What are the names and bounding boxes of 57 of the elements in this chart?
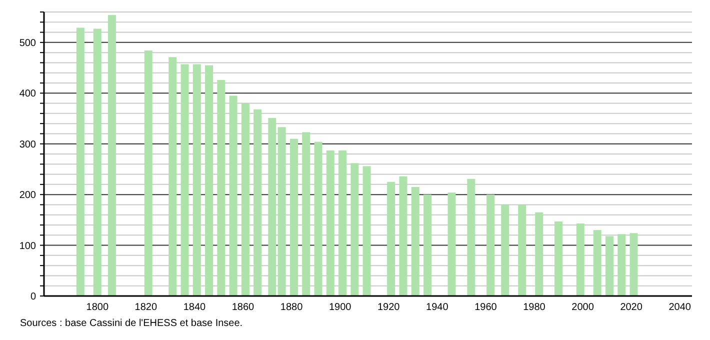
- bar: [411, 186, 420, 296]
- x-tick-label: 1960: [474, 302, 498, 313]
- bar: [535, 212, 544, 296]
- x-tick-label: 1980: [523, 302, 546, 313]
- bar: [144, 50, 152, 296]
- bar: [229, 96, 238, 296]
- bar: [93, 28, 102, 296]
- x-tick-label: 1940: [426, 302, 449, 313]
- bar: [326, 150, 334, 296]
- bar: [593, 230, 602, 296]
- bar: [180, 64, 189, 296]
- bar: [467, 178, 476, 296]
- bar: [302, 132, 310, 296]
- x-tick-label: 1900: [328, 302, 352, 313]
- bar: [448, 192, 456, 296]
- y-tick-label: 0: [30, 292, 36, 302]
- bar: [241, 103, 250, 296]
- bar: [554, 221, 563, 296]
- bar: [168, 57, 177, 296]
- bar: [350, 163, 359, 296]
- bar: [423, 194, 432, 296]
- bar: [338, 150, 347, 296]
- bar: [362, 166, 371, 296]
- x-tick-label: 2020: [620, 302, 643, 313]
- y-tick-label: 200: [19, 190, 36, 202]
- x-tick-label: 1920: [378, 302, 400, 313]
- bar: [217, 80, 226, 296]
- y-tick-label: 500: [19, 38, 36, 49]
- x-tick-label: 1800: [86, 302, 109, 313]
- bar: [486, 194, 495, 296]
- bar: [76, 28, 84, 296]
- bar: [576, 223, 584, 296]
- bar: [387, 182, 396, 296]
- y-tick-label: 100: [19, 240, 36, 252]
- x-tick-label: 1880: [280, 302, 304, 313]
- bar: [399, 176, 408, 296]
- bar: [205, 65, 214, 296]
- x-tick-label: 2000: [572, 302, 594, 313]
- bar: [314, 142, 322, 296]
- source-note: Sources : base Cassini de l'EHESS et base Insee.: [20, 318, 243, 329]
- bar: [501, 204, 510, 296]
- bar: [290, 138, 298, 296]
- bar: [108, 15, 116, 296]
- x-tick-label: 2040: [668, 302, 692, 313]
- bar: [630, 233, 638, 296]
- bar: [268, 118, 276, 296]
- bar: [192, 64, 201, 296]
- bar: [278, 127, 286, 296]
- bar: [518, 204, 526, 296]
- x-tick-label: 1860: [232, 302, 255, 313]
- x-tick-label: 1820: [134, 302, 158, 313]
- bar: [254, 109, 262, 296]
- y-tick-label: 400: [19, 88, 36, 100]
- x-tick-label: 1840: [183, 302, 206, 313]
- bar: [605, 236, 614, 296]
- bar: [618, 234, 626, 296]
- y-tick-label: 300: [19, 139, 36, 150]
